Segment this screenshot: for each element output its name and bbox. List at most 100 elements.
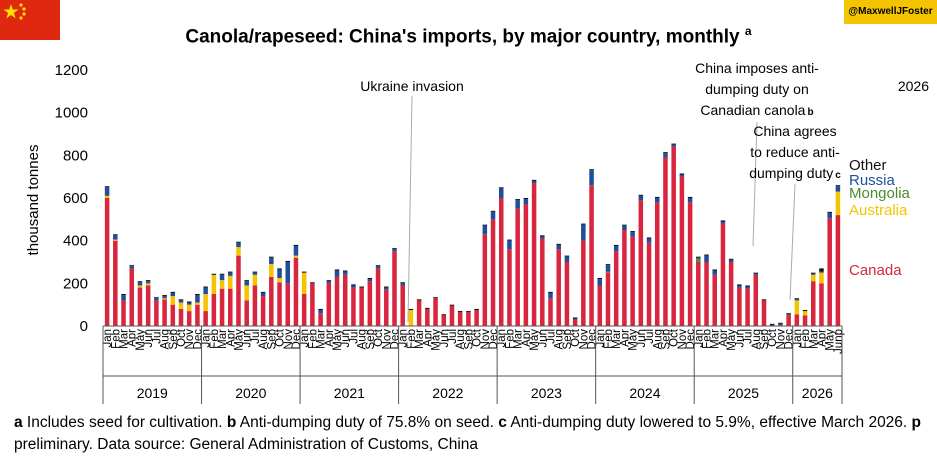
x-tick-label: Jun bbox=[143, 329, 155, 348]
bar-segment-other bbox=[474, 308, 479, 310]
bar-segment-other bbox=[252, 271, 258, 273]
bar-segment-russia bbox=[548, 292, 553, 299]
bar-segment-canada bbox=[145, 285, 151, 326]
x-tick-label: Jun bbox=[734, 329, 746, 348]
bar-segment-canada bbox=[129, 268, 134, 326]
x-tick-label: Junp bbox=[833, 329, 845, 354]
bar-segment-russia bbox=[819, 271, 824, 273]
bar-segment-canada bbox=[334, 276, 340, 326]
x-tick-label: Apr bbox=[324, 329, 336, 347]
x-tick-label: Aug bbox=[455, 329, 467, 349]
bar-segment-canada bbox=[392, 251, 397, 326]
x-tick-label: Mar bbox=[316, 329, 328, 349]
bar-segment-australia bbox=[408, 310, 414, 326]
bar-segment-canada bbox=[137, 287, 143, 326]
bar-segment-russia bbox=[515, 200, 520, 209]
x-tick-label: Feb bbox=[702, 329, 714, 349]
bar-segment-russia bbox=[769, 324, 775, 326]
bar-segment-russia bbox=[712, 270, 717, 275]
x-tick-label: Oct bbox=[669, 328, 681, 347]
bar-segment-other bbox=[318, 308, 323, 310]
bar-segment-other bbox=[375, 265, 381, 267]
x-tick-label: Apr bbox=[422, 329, 434, 347]
bar-segment-russia bbox=[827, 212, 832, 219]
bar-segment-russia bbox=[531, 180, 537, 184]
bar-segment-canada bbox=[811, 281, 816, 326]
bar-segment-canada bbox=[679, 176, 685, 326]
bar-segment-other bbox=[228, 271, 233, 273]
x-tick-label: Nov bbox=[480, 329, 492, 350]
bar-segment-other bbox=[293, 244, 299, 246]
bar-segment-russia bbox=[671, 144, 676, 147]
bar-segment-russia bbox=[252, 272, 258, 275]
bar-segment-other bbox=[277, 268, 282, 270]
x-tick-label: Feb bbox=[307, 329, 319, 349]
bar-segment-australia bbox=[269, 264, 274, 277]
bar-segment-russia bbox=[720, 221, 726, 224]
y-tick-label: 1200 bbox=[55, 62, 88, 79]
x-tick-label: Nov bbox=[775, 329, 787, 350]
bar-segment-russia bbox=[236, 242, 241, 248]
bar-segment-russia bbox=[367, 279, 373, 282]
x-tick-label: Sep bbox=[562, 329, 574, 349]
bar-segment-canada bbox=[556, 249, 561, 326]
bar-segment-other bbox=[186, 301, 192, 303]
x-tick-label: Sep bbox=[759, 329, 771, 349]
bar-segment-australia bbox=[802, 311, 808, 316]
bar-segment-russia bbox=[400, 283, 405, 286]
bar-segment-canada bbox=[630, 236, 635, 326]
x-tick-label: May bbox=[431, 329, 443, 351]
bar-segment-other bbox=[581, 223, 586, 225]
bar-segment-other bbox=[753, 272, 759, 274]
bar-segment-canada bbox=[646, 242, 652, 326]
bar-segment-canada bbox=[228, 288, 233, 326]
y-tick-label: 200 bbox=[63, 275, 88, 292]
bar-segment-russia bbox=[704, 255, 709, 262]
x-tick-label: Oct bbox=[767, 328, 779, 347]
bar-segment-canada bbox=[581, 240, 586, 326]
bar-segment-australia bbox=[145, 283, 151, 286]
x-tick-label: Jan bbox=[792, 329, 804, 348]
bar-segment-russia bbox=[170, 292, 176, 297]
x-tick-label: Nov bbox=[677, 329, 689, 350]
year-label: 2019 bbox=[137, 385, 168, 401]
bar-segment-canada bbox=[219, 288, 225, 326]
bar-segment-russia bbox=[145, 281, 151, 284]
bar-segment-russia bbox=[203, 287, 208, 294]
x-tick-label: Nov bbox=[184, 329, 196, 350]
bar-segment-russia bbox=[326, 281, 332, 284]
bar-segment-canada bbox=[260, 296, 266, 326]
x-tick-label: Apr bbox=[619, 329, 631, 347]
footnote-b-key: b bbox=[226, 414, 237, 431]
bar-segment-australia bbox=[819, 272, 824, 284]
bar-segment-australia bbox=[811, 274, 816, 282]
bar-segment-other bbox=[605, 264, 611, 266]
author-handle: @MaxwellJFoster bbox=[844, 0, 937, 24]
bar-segment-other bbox=[449, 304, 455, 306]
x-tick-label: Mar bbox=[119, 329, 131, 349]
year-label: 2026 bbox=[802, 385, 833, 401]
legend-mongolia: Mongolia bbox=[849, 185, 911, 202]
x-tick-label: Sep bbox=[168, 329, 180, 349]
bar-segment-russia bbox=[318, 310, 323, 314]
x-tick-label: May bbox=[135, 329, 147, 351]
bar-segment-australia bbox=[195, 302, 200, 305]
bar-segment-canada bbox=[384, 289, 389, 326]
bar-segment-canada bbox=[745, 288, 750, 326]
x-tick-label: Jul bbox=[743, 329, 755, 344]
footnote-b-text: Anti-dumping duty of 75.8% on seed. bbox=[236, 414, 499, 431]
bar-segment-canada bbox=[482, 234, 488, 326]
x-tick-label: Jan bbox=[496, 329, 508, 348]
footnote-p-text: preliminary. Data source: General Admini… bbox=[14, 436, 479, 453]
bar-segment-russia bbox=[178, 300, 184, 303]
bar-segment-other bbox=[663, 152, 668, 154]
bar-segment-canada bbox=[597, 285, 603, 326]
bar-segment-other bbox=[548, 291, 553, 293]
x-tick-label: Mar bbox=[513, 329, 525, 349]
bar-segment-canada bbox=[359, 287, 364, 326]
bar-segment-russia bbox=[392, 249, 397, 252]
bar-segment-canada bbox=[720, 223, 726, 326]
bar-segment-australia bbox=[252, 274, 258, 286]
bar-segment-other bbox=[507, 239, 512, 241]
annotation: China agrees to reduce anti-dumping duty c bbox=[749, 123, 841, 181]
